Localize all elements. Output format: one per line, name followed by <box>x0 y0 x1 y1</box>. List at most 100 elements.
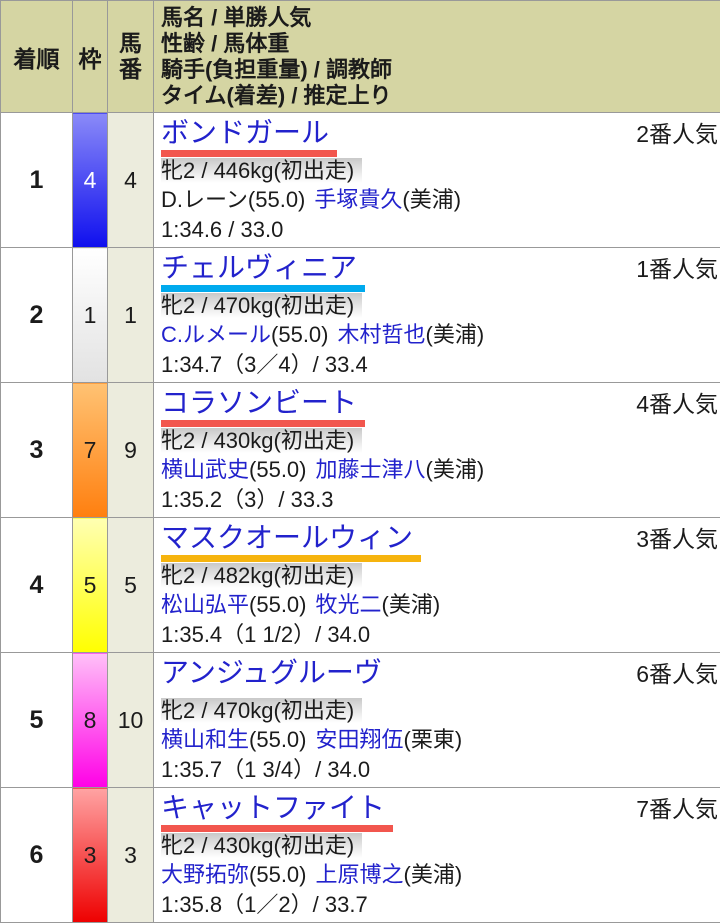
time-margin-text: 1:35.2（3）/ 33.3 <box>161 485 718 515</box>
popularity-label: 3番人気 <box>636 521 718 554</box>
table-row: 1 4 4 ボンドガール 2番人気 牝2 / 446kg(初出走) D.レーン(… <box>1 113 720 248</box>
sex-age-weight-text: 牝2 / 430kg(初出走) <box>161 428 362 453</box>
header-details-line1: 馬名 / 単勝人気 <box>161 5 720 31</box>
horse-details-cell: チェルヴィニア 1番人気 牝2 / 470kg(初出走) C.ルメール(55.0… <box>154 248 720 383</box>
jockey-link[interactable]: 大野拓弥 <box>161 862 249 887</box>
trainer-wrap: 加藤士津八(美浦) <box>316 457 485 482</box>
trainer-link[interactable]: 木村哲也 <box>338 322 426 347</box>
horse-number-cell: 5 <box>108 518 154 653</box>
jockey-trainer-line: 横山和生(55.0) 安田翔伍(栗東) <box>161 725 718 755</box>
bracket-number-cell: 1 <box>73 248 108 383</box>
profile-line: 牝2 / 430kg(初出走) <box>161 831 718 860</box>
sex-age-weight-text: 牝2 / 470kg(初出走) <box>161 293 362 318</box>
finish-position-cell: 3 <box>1 383 73 518</box>
horse-name-link[interactable]: キャットファイト <box>161 791 393 832</box>
trainer-link[interactable]: 手塚貴久 <box>314 187 402 212</box>
time-margin-text: 1:35.8（1／2）/ 33.7 <box>161 890 718 920</box>
trainer-wrap: 牧光二(美浦) <box>316 592 441 617</box>
jockey-link[interactable]: 横山武史 <box>161 457 249 482</box>
table-row: 4 5 5 マスクオールウィン 3番人気 牝2 / 482kg(初出走) 松山弘… <box>1 518 720 653</box>
popularity-label: 1番人気 <box>636 251 718 284</box>
finish-position-cell: 5 <box>1 653 73 788</box>
header-rank: 着順 <box>1 1 73 113</box>
trainer-region-text: (美浦) <box>382 592 441 617</box>
bracket-number-cell: 4 <box>73 113 108 248</box>
header-details-line3: 騎手(負担重量) / 調教師 <box>161 57 720 83</box>
trainer-link[interactable]: 牧光二 <box>316 592 382 617</box>
trainer-wrap: 安田翔伍(栗東) <box>316 727 463 752</box>
profile-line: 牝2 / 446kg(初出走) <box>161 156 718 185</box>
jockey-weight-text: (55.0) <box>248 187 305 212</box>
jockey-weight-text: (55.0) <box>249 727 306 752</box>
header-bracket: 枠 <box>73 1 108 113</box>
header-details: 馬名 / 単勝人気 性齢 / 馬体重 騎手(負担重量) / 調教師 タイム(着差… <box>154 1 720 113</box>
horse-name-link[interactable]: チェルヴィニア <box>161 251 365 292</box>
name-row: マスクオールウィン 3番人気 <box>161 521 718 562</box>
name-row: キャットファイト 7番人気 <box>161 791 718 832</box>
trainer-region-text: (美浦) <box>404 862 463 887</box>
sex-age-weight-text: 牝2 / 470kg(初出走) <box>161 698 362 723</box>
profile-line: 牝2 / 430kg(初出走) <box>161 426 718 455</box>
trainer-link[interactable]: 加藤士津八 <box>316 457 426 482</box>
profile-line: 牝2 / 470kg(初出走) <box>161 696 718 725</box>
jockey-link[interactable]: 松山弘平 <box>161 592 249 617</box>
trainer-link[interactable]: 上原博之 <box>316 862 404 887</box>
jockey-trainer-line: 松山弘平(55.0)牧光二(美浦) <box>161 590 718 620</box>
table-row: 6 3 3 キャットファイト 7番人気 牝2 / 430kg(初出走) 大野拓弥… <box>1 788 720 923</box>
horse-details-cell: コラソンビート 4番人気 牝2 / 430kg(初出走) 横山武史(55.0) 加… <box>154 383 720 518</box>
jockey-link[interactable]: C.ルメール <box>161 322 271 347</box>
trainer-wrap: 手塚貴久(美浦) <box>314 187 461 212</box>
name-row: アンジュグルーヴ 6番人気 <box>161 656 718 697</box>
profile-line: 牝2 / 482kg(初出走) <box>161 561 718 590</box>
horse-details-cell: キャットファイト 7番人気 牝2 / 430kg(初出走) 大野拓弥(55.0)… <box>154 788 720 923</box>
header-row: 着順 枠 馬番 馬名 / 単勝人気 性齢 / 馬体重 騎手(負担重量) / 調教… <box>1 1 720 113</box>
horse-number-cell: 3 <box>108 788 154 923</box>
header-details-line4: タイム(着差) / 推定上り <box>161 83 720 109</box>
jockey-trainer-line: C.ルメール(55.0) 木村哲也(美浦) <box>161 320 718 350</box>
time-margin-text: 1:35.4（1 1/2）/ 34.0 <box>161 620 718 650</box>
jockey-trainer-line: 横山武史(55.0) 加藤士津八(美浦) <box>161 455 718 485</box>
finish-position-cell: 2 <box>1 248 73 383</box>
bracket-number-cell: 5 <box>73 518 108 653</box>
horse-details-cell: マスクオールウィン 3番人気 牝2 / 482kg(初出走) 松山弘平(55.0… <box>154 518 720 653</box>
jockey-trainer-line: 大野拓弥(55.0)上原博之(美浦) <box>161 860 718 890</box>
jockey-trainer-line: D.レーン(55.0) 手塚貴久(美浦) <box>161 185 718 215</box>
trainer-wrap: 木村哲也(美浦) <box>338 322 485 347</box>
trainer-wrap: 上原博之(美浦) <box>316 862 463 887</box>
popularity-label: 6番人気 <box>636 656 718 689</box>
horse-number-cell: 10 <box>108 653 154 788</box>
popularity-label: 4番人気 <box>636 386 718 419</box>
sex-age-weight-text: 牝2 / 482kg(初出走) <box>161 563 362 588</box>
popularity-label: 2番人気 <box>636 116 718 149</box>
table-row: 5 8 10 アンジュグルーヴ 6番人気 牝2 / 470kg(初出走) 横山和… <box>1 653 720 788</box>
time-margin-text: 1:34.7（3／4）/ 33.4 <box>161 350 718 380</box>
header-details-line2: 性齢 / 馬体重 <box>161 31 720 57</box>
horse-number-cell: 4 <box>108 113 154 248</box>
finish-position-cell: 1 <box>1 113 73 248</box>
jockey-weight-text: (55.0) <box>249 457 306 482</box>
horse-name-link[interactable]: アンジュグルーヴ <box>161 656 390 697</box>
horse-number-cell: 1 <box>108 248 154 383</box>
finish-position-cell: 6 <box>1 788 73 923</box>
name-row: ボンドガール 2番人気 <box>161 116 718 157</box>
horse-details-cell: アンジュグルーヴ 6番人気 牝2 / 470kg(初出走) 横山和生(55.0)… <box>154 653 720 788</box>
jockey-link[interactable]: D.レーン <box>161 187 248 212</box>
trainer-link[interactable]: 安田翔伍 <box>316 727 404 752</box>
horse-name-link[interactable]: マスクオールウィン <box>161 521 421 562</box>
bracket-number-cell: 7 <box>73 383 108 518</box>
sex-age-weight-text: 牝2 / 430kg(初出走) <box>161 833 362 858</box>
trainer-region-text: (美浦) <box>426 322 485 347</box>
name-row: チェルヴィニア 1番人気 <box>161 251 718 292</box>
time-margin-text: 1:34.6 / 33.0 <box>161 215 718 245</box>
horse-name-link[interactable]: ボンドガール <box>161 116 337 157</box>
jockey-link[interactable]: 横山和生 <box>161 727 249 752</box>
horse-name-link[interactable]: コラソンビート <box>161 386 365 427</box>
bracket-number-cell: 3 <box>73 788 108 923</box>
horse-number-cell: 9 <box>108 383 154 518</box>
table-header: 着順 枠 馬番 馬名 / 単勝人気 性齢 / 馬体重 騎手(負担重量) / 調教… <box>1 1 720 113</box>
trainer-region-text: (美浦) <box>402 187 461 212</box>
jockey-weight-text: (55.0) <box>271 322 328 347</box>
bracket-number-cell: 8 <box>73 653 108 788</box>
popularity-label: 7番人気 <box>636 791 718 824</box>
